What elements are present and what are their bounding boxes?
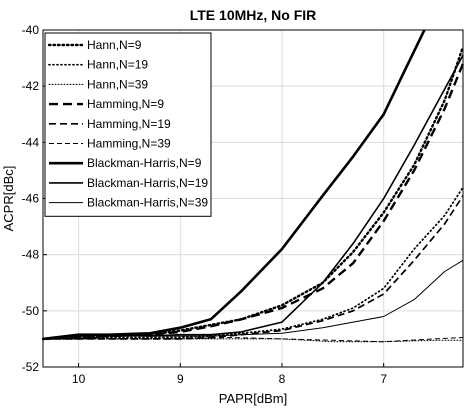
y-tick-label: -40 [22, 23, 40, 37]
legend-label: Hamming,N=39 [87, 137, 171, 151]
legend-label: Hann,N=19 [87, 58, 148, 72]
legend-label: Hamming,N=9 [87, 97, 164, 111]
x-tick-label: 7 [380, 372, 387, 386]
x-axis-label: PAPR[dBm] [219, 391, 287, 406]
legend-label: Blackman-Harris,N=19 [87, 176, 208, 190]
legend-label: Blackman-Harris,N=9 [87, 156, 202, 170]
y-tick-label: -48 [22, 248, 40, 262]
legend: Hann,N=9 Hann,N=19 Hann,N=39 Hamming,N=9 Ham… [44, 32, 212, 217]
legend-label: Hann,N=9 [87, 38, 142, 52]
series-line [42, 54, 464, 340]
legend-label: Hann,N=39 [87, 77, 148, 91]
y-tick-label: -42 [22, 79, 40, 93]
x-tick-label: 8 [279, 372, 286, 386]
axes: 10 9 8 7 -52 -50 -48 -46 -44 -42 -40 [22, 23, 464, 386]
y-tick-label: -44 [22, 135, 40, 149]
y-tick-label: -50 [22, 304, 40, 318]
x-tick-label: 10 [72, 372, 86, 386]
x-tick-label: 9 [177, 372, 184, 386]
series-line [42, 338, 464, 343]
y-axis-label: ACPR[dBc] [1, 166, 16, 232]
legend-label: Blackman-Harris,N=39 [87, 196, 208, 210]
series-line [43, 337, 464, 343]
series-layer [41, 29, 465, 343]
legend-label: Hamming,N=19 [87, 117, 171, 131]
chart-title: LTE 10MHz, No FIR [190, 7, 317, 23]
y-tick-label: -46 [22, 192, 40, 206]
series-line [42, 186, 464, 340]
y-tick-label: -52 [22, 360, 40, 374]
series-line [43, 259, 464, 340]
